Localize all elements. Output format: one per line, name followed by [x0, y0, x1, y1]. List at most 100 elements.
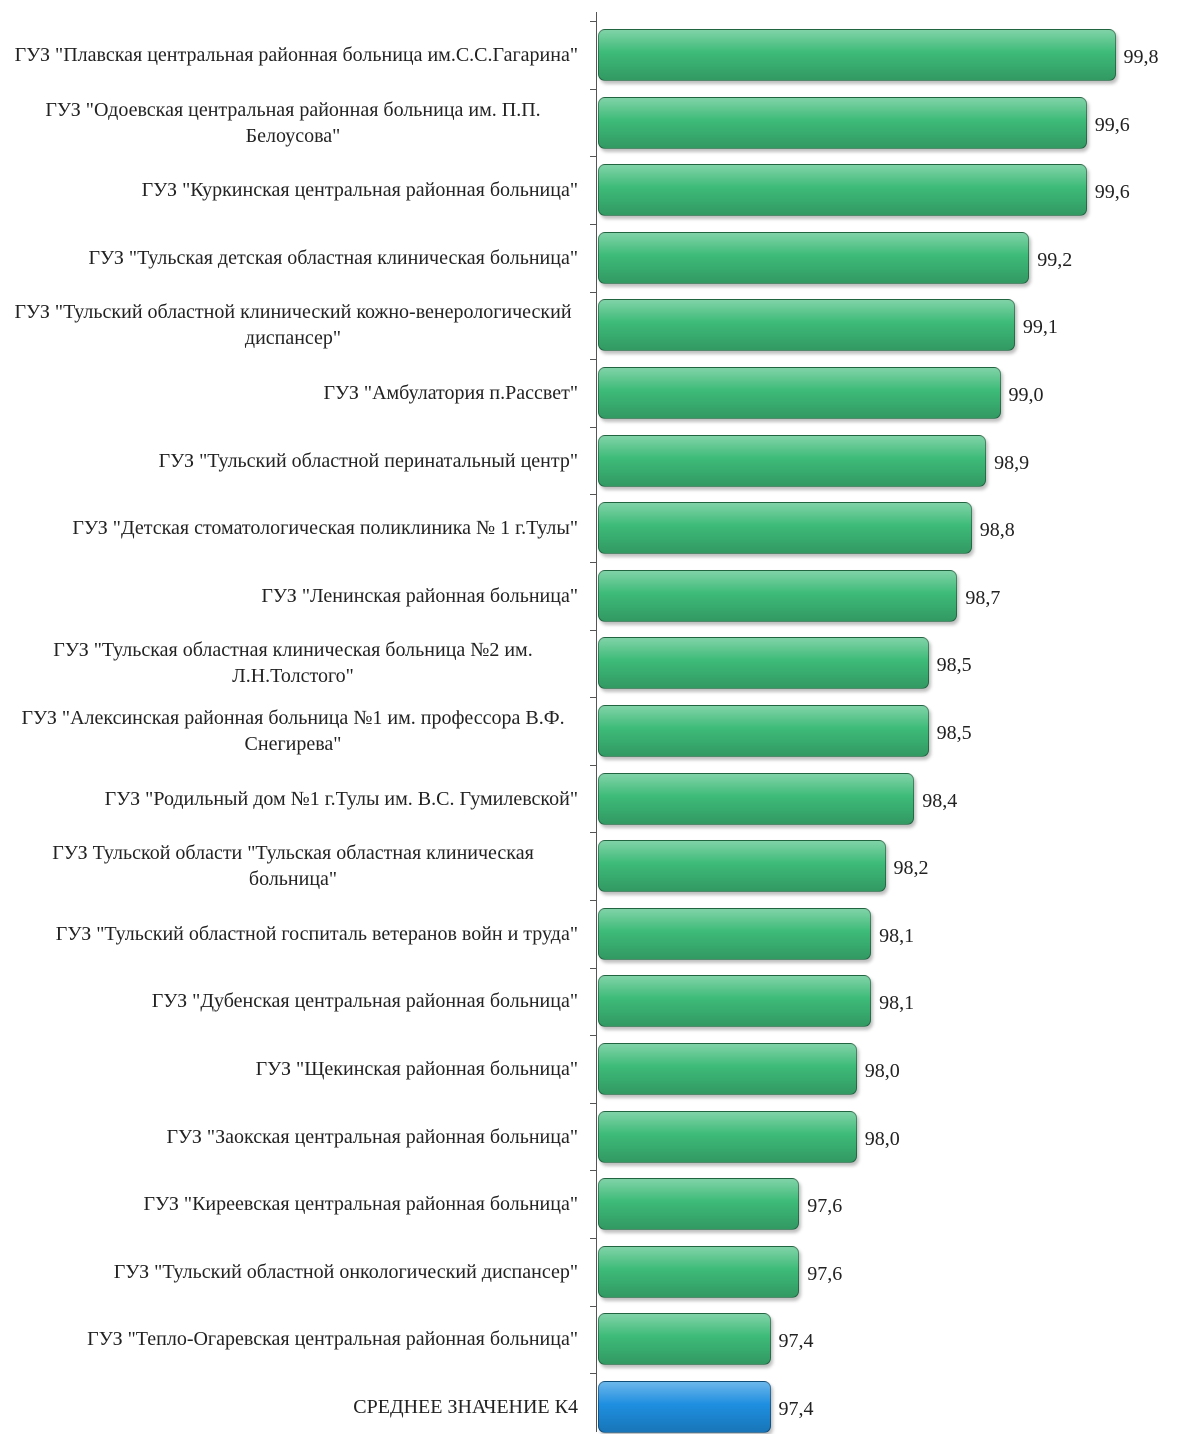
category-text: ГУЗ "Алексинская районная больница №1 им…: [21, 707, 565, 755]
value-label: 98,7: [965, 586, 1001, 609]
category-label: ГУЗ "Дубенская центральная районная боль…: [8, 971, 578, 1031]
bar: [598, 1381, 771, 1433]
value-label: 98,2: [893, 857, 929, 880]
bar: [598, 772, 915, 825]
category-label: ГУЗ "Тульский областной перинатальный це…: [8, 431, 578, 491]
value-label: 98,0: [864, 1060, 900, 1082]
bar: [598, 29, 1116, 81]
category-text: ГУЗ Тульской области "Тульская областная…: [52, 842, 534, 891]
category-tick: [590, 224, 597, 225]
category-label: ГУЗ "Тульская детская областная клиничес…: [8, 228, 578, 288]
value-label: 97,6: [807, 1262, 843, 1285]
category-tick: [590, 697, 597, 699]
category-label: ГУЗ "Тульская областная клиническая боль…: [8, 633, 578, 693]
category-tick: [590, 1305, 597, 1307]
value-label: 98,0: [864, 1127, 900, 1150]
category-text: ГУЗ "Тульский областной клинический кожн…: [14, 301, 572, 350]
category-tick: [590, 359, 597, 361]
value-label: 98,5: [936, 722, 972, 744]
category-tick: [590, 1035, 597, 1037]
category-tick: [590, 88, 597, 90]
category-label: ГУЗ "Ленинская районная больница": [8, 566, 578, 626]
bar: [598, 1110, 857, 1163]
category-tick: [590, 764, 597, 766]
category-text: ГУЗ "Киреевская центральная районная бол…: [143, 1193, 578, 1216]
category-label: ГУЗ "Заокская центральная районная больн…: [8, 1107, 578, 1167]
category-text: ГУЗ "Тульский областной онкологический д…: [113, 1260, 578, 1283]
bar: [598, 96, 1087, 149]
category-label: ГУЗ Тульской области "Тульская областная…: [8, 836, 578, 896]
category-label: ГУЗ "Тульский областной клинический кожн…: [8, 295, 578, 355]
category-label: ГУЗ "Одоевская центральная районная боль…: [8, 93, 578, 153]
category-tick: [590, 562, 597, 563]
category-tick: [590, 156, 597, 158]
category-text: ГУЗ "Тепло-Огаревская центральная районн…: [87, 1328, 578, 1351]
value-label: 99,1: [1022, 316, 1058, 339]
value-label: 98,4: [922, 789, 958, 812]
value-label: 97,4: [778, 1330, 814, 1353]
category-tick: [590, 426, 597, 428]
category-text: ГУЗ "Плавская центральная районная больн…: [14, 44, 578, 66]
bar: [598, 1313, 771, 1366]
category-text: ГУЗ "Тульский областной госпиталь ветера…: [55, 922, 578, 945]
category-tick: [590, 832, 597, 834]
bar: [598, 367, 1001, 419]
category-text: ГУЗ "Детская стоматологическая поликлини…: [72, 517, 578, 540]
value-label: 99,2: [1037, 248, 1073, 271]
category-tick: [590, 1170, 597, 1172]
category-text: ГУЗ "Ленинская районная больница": [261, 584, 578, 607]
value-label: 99,0: [1008, 384, 1044, 406]
bar: [598, 907, 872, 960]
category-label: ГУЗ "Киреевская центральная районная бол…: [8, 1174, 578, 1234]
category-label: ГУЗ "Тульский областной онкологический д…: [8, 1242, 578, 1302]
category-label: ГУЗ "Куркинская центральная районная бол…: [8, 160, 578, 220]
bar: [598, 299, 1015, 352]
bar: [598, 1245, 800, 1298]
bar: [598, 231, 1030, 284]
category-label: ГУЗ "Тульский областной госпиталь ветера…: [8, 904, 578, 964]
value-label: 98,9: [994, 451, 1030, 474]
category-label: ГУЗ "Родильный дом №1 г.Тулы им. В.С. Гу…: [8, 769, 578, 829]
category-label: ГУЗ "Тепло-Огаревская центральная районн…: [8, 1309, 578, 1369]
bar: [598, 502, 972, 555]
category-text: ГУЗ "Одоевская центральная районная боль…: [45, 98, 541, 147]
category-text: ГУЗ "Тульская областная клиническая боль…: [53, 639, 533, 688]
value-label: 99,6: [1094, 113, 1130, 136]
category-label: ГУЗ "Алексинская районная больница №1 им…: [8, 701, 578, 761]
category-tick: [590, 494, 597, 496]
value-label: 98,8: [979, 519, 1015, 542]
bar: [598, 1178, 800, 1231]
category-text: ГУЗ "Тульский областной перинатальный це…: [158, 449, 578, 472]
category-label: ГУЗ "Детская стоматологическая поликлини…: [8, 498, 578, 558]
bar: [598, 434, 987, 487]
value-label: 98,5: [936, 654, 972, 677]
value-label: 99,8: [1123, 46, 1159, 68]
value-label: 99,6: [1094, 181, 1130, 204]
category-label: СРЕДНЕЕ ЗНАЧЕНИЕ К4: [8, 1377, 578, 1434]
axis-line: [596, 12, 597, 1432]
bar: [598, 569, 958, 622]
bar: [598, 164, 1087, 217]
category-label: ГУЗ "Щекинская районная больница": [8, 1039, 578, 1099]
category-tick: [590, 1102, 597, 1104]
value-label: 97,4: [778, 1398, 814, 1420]
category-tick: [590, 900, 597, 901]
category-tick: [590, 1238, 597, 1239]
bar: [598, 705, 929, 757]
category-tick: [590, 21, 597, 23]
category-label: ГУЗ "Амбулатория п.Рассвет": [8, 363, 578, 423]
value-label: 98,1: [879, 992, 915, 1015]
bar: [598, 840, 886, 893]
category-tick: [590, 291, 597, 293]
value-label: 97,6: [807, 1195, 843, 1218]
value-label: 98,1: [879, 924, 915, 947]
category-text: ГУЗ "Щекинская районная больница": [255, 1058, 578, 1080]
category-text: ГУЗ "Родильный дом №1 г.Тулы им. В.С. Гу…: [104, 787, 578, 810]
category-tick: [590, 1373, 597, 1375]
category-text: ГУЗ "Амбулатория п.Рассвет": [323, 382, 578, 404]
bar: [598, 637, 929, 690]
category-tick: [590, 629, 597, 631]
category-label: ГУЗ "Плавская центральная районная больн…: [8, 25, 578, 85]
category-text: ГУЗ "Тульская детская областная клиничес…: [88, 246, 578, 269]
